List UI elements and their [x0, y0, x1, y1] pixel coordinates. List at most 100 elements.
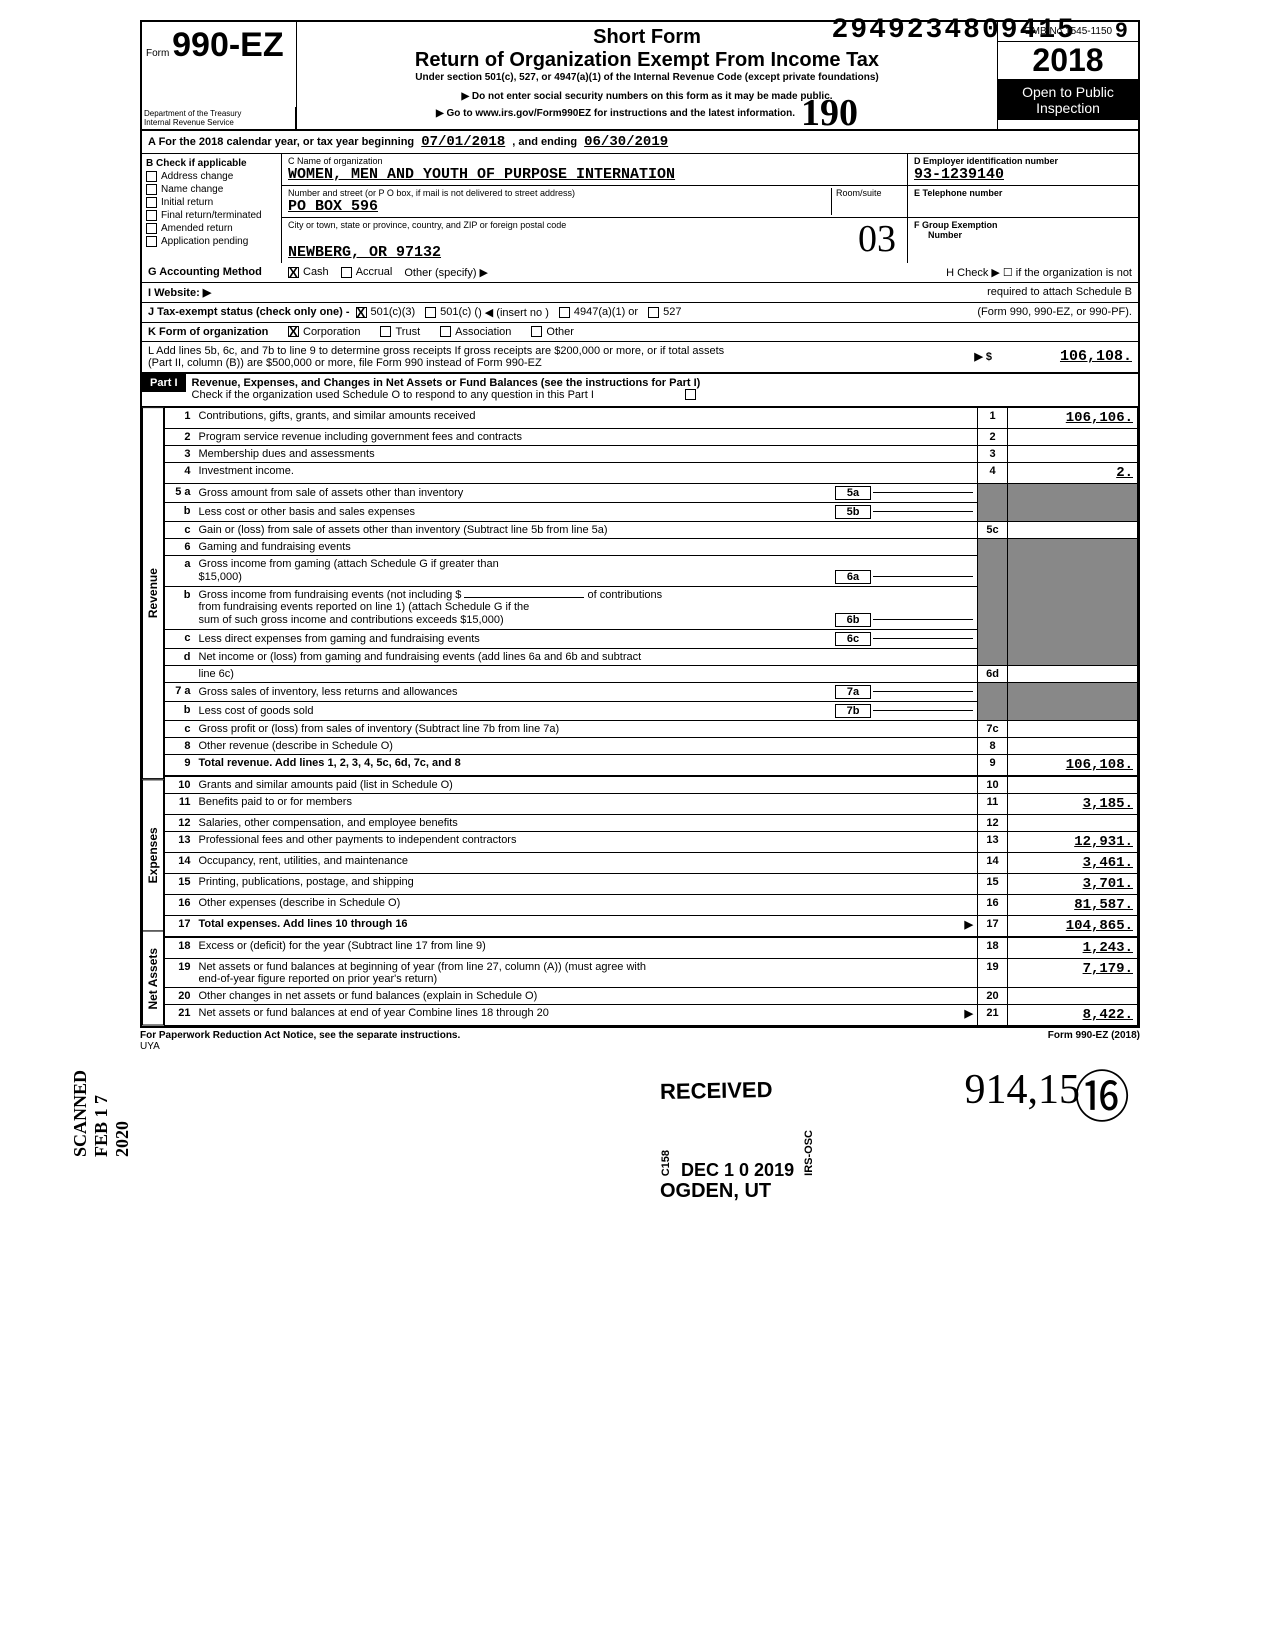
j-501c3: 501(c)(3) [371, 306, 416, 318]
sidelabel-expenses: Expenses [142, 779, 164, 931]
line-9-desc: Total revenue. Add lines 1, 2, 3, 4, 5c,… [195, 754, 978, 776]
checkbox-initial-return[interactable] [146, 197, 157, 208]
street-value: PO BOX 596 [288, 198, 831, 215]
line-6d-d2: line 6c) [195, 665, 978, 682]
line-16-desc: Other expenses (describe in Schedule O) [195, 894, 978, 915]
checkbox-final-return[interactable] [146, 210, 157, 221]
line-21-box: 21 [978, 1004, 1008, 1025]
line-5a-desc: Gross amount from sale of assets other t… [195, 483, 978, 502]
checkbox-trust[interactable] [380, 326, 391, 337]
line-6b-desc: Gross income from fundraising events (no… [195, 586, 978, 629]
line-5b-d: Less cost or other basis and sales expen… [199, 506, 834, 518]
line-9-amt: 106,108. [1008, 754, 1138, 776]
l-amount: 106,108. [1002, 348, 1132, 365]
checkbox-association[interactable] [440, 326, 451, 337]
room-label: Room/suite [836, 188, 901, 198]
line-14-desc: Occupancy, rent, utilities, and maintena… [195, 852, 978, 873]
line-6b-ibox: 6b [840, 614, 866, 626]
line-5-shade [978, 483, 1008, 521]
l-arrow: ▶ $ [974, 350, 992, 363]
checkbox-amended-return[interactable] [146, 223, 157, 234]
line-3-amt [1008, 445, 1138, 462]
checkbox-address-change[interactable] [146, 171, 157, 182]
line-1-num: 1 [165, 407, 195, 428]
dln-number: 2949234809415 [832, 15, 1076, 46]
checkbox-other-org[interactable] [531, 326, 542, 337]
line-19-box: 19 [978, 958, 1008, 987]
row-j: J Tax-exempt status (check only one) - 5… [140, 303, 1140, 323]
g-cash: Cash [303, 266, 329, 278]
line-5c-desc: Gain or (loss) from sale of assets other… [195, 521, 978, 538]
line-14-box: 14 [978, 852, 1008, 873]
line-21-desc: Net assets or fund balances at end of ye… [199, 1007, 549, 1019]
b-item-3: Final return/terminated [161, 210, 262, 221]
line-8-box: 8 [978, 737, 1008, 754]
line-17-amt: 104,865. [1008, 915, 1138, 937]
line-5-shade-amt [1008, 483, 1138, 521]
line-7b-d: Less cost of goods sold [199, 705, 834, 717]
stamp-date: DEC 1 0 2019 [681, 1160, 794, 1180]
line-5b-num: b [165, 502, 195, 521]
lines-table: 1Contributions, gifts, grants, and simil… [164, 407, 1138, 1026]
line-1-desc: Contributions, gifts, grants, and simila… [195, 407, 978, 428]
line-6a-ibox: 6a [840, 571, 866, 583]
checkbox-cash[interactable] [288, 267, 299, 278]
tax-year-begin: 07/01/2018 [417, 134, 509, 150]
line-18-num: 18 [165, 937, 195, 959]
line-6-shade-amt [1008, 538, 1138, 665]
line-19-d1: Net assets or fund balances at beginning… [199, 961, 974, 973]
j-label: J Tax-exempt status (check only one) - [148, 306, 350, 318]
line-7-shade [978, 682, 1008, 720]
checkbox-4947[interactable] [559, 307, 570, 318]
line-5c-num: c [165, 521, 195, 538]
row-i: I Website: ▶ required to attach Schedule… [140, 283, 1140, 303]
row-g: G Accounting Method Cash Accrual Other (… [140, 263, 1140, 283]
checkbox-schedo[interactable] [685, 389, 696, 400]
line-4-desc: Investment income. [195, 462, 978, 483]
hand-190: 190 [801, 102, 858, 125]
c-name-label: C Name of organization [288, 156, 901, 166]
line-6b-d1: Gross income from fundraising events (no… [199, 589, 462, 601]
line-20-desc: Other changes in net assets or fund bala… [195, 987, 978, 1004]
part1-schedo: Check if the organization used Schedule … [192, 389, 594, 401]
line-15-box: 15 [978, 873, 1008, 894]
checkbox-corporation[interactable] [288, 326, 299, 337]
line-18-desc: Excess or (deficit) for the year (Subtra… [195, 937, 978, 959]
d-ein-label: D Employer identification number [914, 156, 1132, 166]
checkbox-501c3[interactable] [356, 307, 367, 318]
b-item-4: Amended return [161, 223, 233, 234]
line-2-amt [1008, 428, 1138, 445]
checkbox-application-pending[interactable] [146, 236, 157, 247]
line-15-num: 15 [165, 873, 195, 894]
checkbox-name-change[interactable] [146, 184, 157, 195]
line-13-amt: 12,931. [1008, 831, 1138, 852]
dln-suffix: 9 [1115, 19, 1130, 44]
line-7-shade-amt [1008, 682, 1138, 720]
sidelabel-netassets: Net Assets [142, 931, 164, 1026]
checkbox-501c[interactable] [425, 307, 436, 318]
line-7c-amt [1008, 720, 1138, 737]
stamp-scanned: SCANNED FEB 1 7 2020 [70, 1070, 133, 1157]
row-a-tax-year: A For the 2018 calendar year, or tax yea… [140, 131, 1140, 154]
org-name: WOMEN, MEN AND YOUTH OF PURPOSE INTERNAT… [288, 166, 901, 183]
line-19-desc-cell: Net assets or fund balances at beginning… [195, 958, 978, 987]
col-b-checkboxes: B Check if applicable Address change Nam… [142, 154, 282, 263]
line-12-amt [1008, 814, 1138, 831]
line-7a-d: Gross sales of inventory, less returns a… [199, 686, 834, 698]
line-21-arrow: ▶ [965, 1007, 973, 1020]
checkbox-accrual[interactable] [341, 267, 352, 278]
line-5c-amt [1008, 521, 1138, 538]
row-l: L Add lines 5b, 6c, and 7b to line 9 to … [140, 342, 1140, 373]
line-17-box: 17 [978, 915, 1008, 937]
stamp-received: RECEIVED [660, 1077, 773, 1105]
line-7b-desc: Less cost of goods sold7b [195, 701, 978, 720]
line-10-num: 10 [165, 776, 195, 794]
line-17-desc: Total expenses. Add lines 10 through 16 [199, 918, 408, 930]
line-21-amt: 8,422. [1008, 1004, 1138, 1025]
checkbox-527[interactable] [648, 307, 659, 318]
line-6a-d1: Gross income from gaming (attach Schedul… [199, 558, 974, 570]
side-labels: Revenue Expenses Net Assets [142, 407, 164, 1026]
dept-line1: Department of the Treasury [144, 109, 293, 118]
city-value: NEWBERG, OR 97132 [288, 244, 901, 261]
h-label3: (Form 990, 990-EZ, or 990-PF). [977, 306, 1132, 318]
